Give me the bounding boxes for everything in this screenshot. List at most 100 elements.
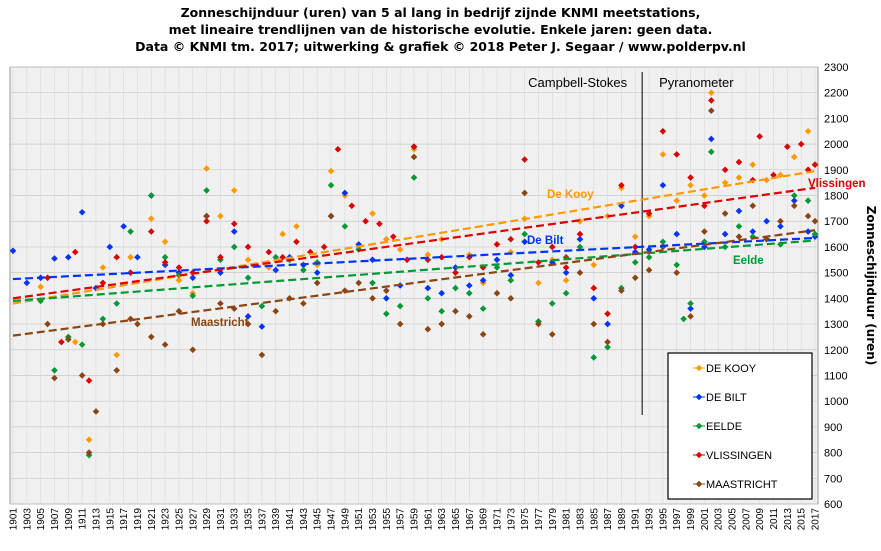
data-point-vlissingen [721, 166, 729, 174]
data-point-maastricht [51, 374, 58, 382]
data-point-de-kooy [721, 179, 729, 186]
data-point-maastricht [811, 217, 819, 225]
data-point-vlissingen [590, 284, 598, 292]
data-point-maastricht [479, 331, 487, 338]
chart-title-line-3: Data © KNMI tm. 2017; uitwerking & grafi… [135, 39, 746, 54]
data-point-maastricht [687, 313, 694, 320]
series-label-de-kooy: De Kooy [547, 189, 594, 201]
trend-line-eelde [12, 239, 816, 303]
data-point-vlissingen [687, 174, 694, 181]
data-point-de-kooy [265, 264, 273, 271]
section-label-pyranometer: Pyranometer [659, 75, 734, 90]
data-point-vlissingen [424, 256, 432, 264]
data-point-eelde [804, 197, 812, 204]
data-point-vlissingen [58, 338, 65, 346]
data-point-eelde [189, 292, 197, 300]
data-point-eelde [369, 279, 376, 287]
data-point-maastricht [244, 320, 252, 328]
data-point-vlissingen [244, 243, 252, 251]
data-point-de-bilt [244, 313, 252, 320]
x-tick-label: 1971 [492, 508, 503, 531]
legend-label: DE KOOY [706, 363, 757, 375]
x-tick-label: 1905 [36, 508, 47, 531]
data-point-de-kooy [383, 235, 390, 243]
data-point-maastricht [134, 320, 141, 328]
data-point-eelde [493, 264, 501, 271]
data-point-de-bilt [65, 253, 72, 261]
data-point-vlissingen [438, 253, 445, 261]
data-point-de-bilt [804, 228, 812, 235]
data-point-eelde [576, 243, 584, 251]
x-tick-label: 2013 [783, 508, 794, 531]
data-point-de-kooy [735, 174, 743, 181]
data-point-maastricht [452, 307, 459, 315]
y-tick-label: 1000 [824, 396, 848, 408]
data-point-de-bilt [78, 208, 86, 216]
y-axis-label: Zonneschijnduur (uren) [864, 206, 878, 366]
data-point-eelde [300, 266, 307, 274]
x-tick-label: 1949 [340, 508, 351, 531]
data-point-vlissingen [376, 220, 383, 228]
x-tick-label: 1939 [271, 508, 282, 531]
data-point-vlissingen [85, 377, 93, 384]
x-tick-label: 1945 [313, 508, 324, 531]
data-point-vlissingen [797, 140, 805, 148]
y-tick-label: 1800 [824, 191, 848, 203]
data-point-eelde [78, 341, 86, 348]
data-point-vlissingen [99, 279, 107, 287]
x-tick-label: 1999 [686, 508, 697, 531]
x-tick-label: 1955 [382, 508, 393, 531]
data-point-eelde [707, 148, 715, 156]
trend-line-de-bilt [12, 236, 816, 281]
x-tick-label: 1981 [562, 508, 573, 531]
data-point-eelde [507, 277, 515, 284]
data-point-de-bilt [763, 217, 770, 225]
data-point-eelde [327, 181, 335, 189]
data-point-de-kooy [37, 283, 44, 291]
chart-title-line-2: met lineaire trendlijnen van de historis… [168, 22, 713, 37]
data-point-maastricht [548, 331, 556, 338]
data-point-de-bilt [466, 282, 473, 289]
data-point-eelde [811, 230, 819, 238]
data-point-maastricht [493, 289, 501, 297]
data-point-vlissingen [306, 248, 314, 256]
x-tick-label: 1935 [244, 508, 255, 531]
data-point-vlissingen [548, 243, 556, 251]
data-point-vlissingen [44, 274, 51, 282]
data-point-de-bilt [562, 269, 570, 276]
x-tick-label: 1919 [133, 508, 144, 531]
data-point-de-kooy [424, 251, 432, 258]
y-tick-label: 1200 [824, 345, 848, 357]
x-tick-label: 1983 [575, 508, 586, 531]
data-point-vlissingen [217, 253, 224, 261]
data-point-de-kooy [631, 233, 639, 240]
data-point-de-kooy [279, 230, 286, 238]
data-point-vlissingen [756, 133, 763, 140]
data-point-eelde [777, 241, 784, 248]
data-point-eelde [680, 315, 687, 323]
y-tick-label: 2000 [824, 139, 848, 151]
series-label-eelde: Eelde [733, 255, 764, 267]
data-point-vlissingen [507, 235, 515, 243]
data-point-de-bilt [272, 266, 280, 274]
x-tick-label: 1929 [202, 508, 213, 531]
data-point-de-bilt [313, 269, 321, 276]
data-point-eelde [562, 289, 570, 297]
data-point-vlissingen [279, 253, 286, 261]
legend: DE KOOY DE BILT EELDE VLISSINGEN MAASTRICHT [667, 352, 813, 500]
y-tick-label: 2200 [824, 88, 848, 100]
data-point-de-kooy [293, 223, 300, 230]
data-point-maastricht [410, 153, 418, 161]
data-point-maastricht [78, 372, 86, 379]
x-tick-label: 2015 [797, 508, 808, 531]
data-point-vlissingen [576, 230, 584, 238]
x-tick-label: 2003 [714, 508, 725, 531]
data-point-eelde [113, 300, 121, 307]
data-point-vlissingen [334, 145, 342, 153]
y-tick-label: 1300 [824, 319, 848, 331]
data-point-vlissingen [521, 156, 528, 163]
data-point-de-kooy [562, 277, 570, 284]
data-point-de-kooy [244, 256, 252, 264]
data-point-de-bilt [355, 241, 362, 248]
data-point-maastricht [721, 210, 729, 217]
